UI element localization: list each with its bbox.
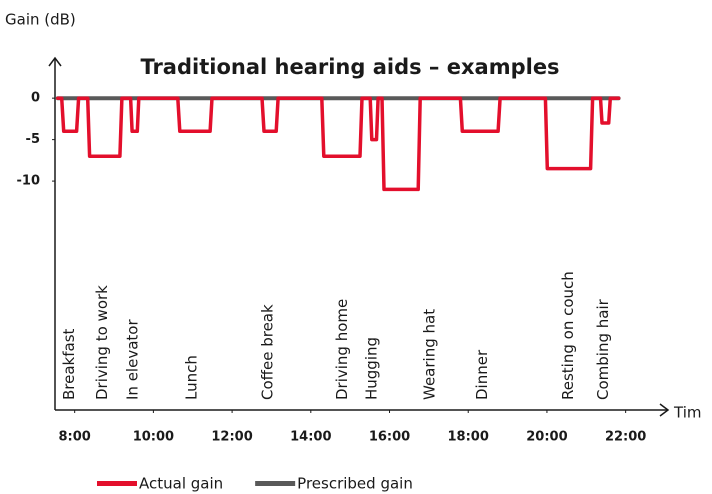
activity-label: Hugging: [363, 337, 381, 400]
activity-label: Resting on couch: [559, 271, 577, 400]
x-tick-label: 18:00: [448, 430, 489, 445]
activity-label: Driving home: [333, 299, 351, 400]
activity-label: Wearing hat: [421, 309, 439, 400]
x-tick-label: 12:00: [211, 430, 252, 445]
legend-swatch: [97, 481, 137, 486]
gain-line: [56, 96, 621, 192]
y-tick-label: -5: [26, 132, 40, 147]
x-tick-label: 10:00: [133, 430, 174, 445]
activity-label: Coffee break: [258, 304, 276, 400]
x-tick-label: 16:00: [369, 430, 410, 445]
activity-label: Lunch: [182, 355, 200, 400]
y-tick-label: -10: [17, 174, 41, 189]
y-tick-label: 0: [31, 91, 40, 106]
chart-title: Traditional hearing aids – examples: [140, 55, 559, 79]
activity-label: Driving to work: [93, 285, 111, 400]
x-tick-label: 14:00: [290, 430, 331, 445]
x-tick-label: 22:00: [605, 430, 646, 445]
y-axis-label: Gain (dB): [5, 11, 76, 29]
x-tick-label: 8:00: [59, 430, 91, 445]
legend-swatch: [255, 481, 296, 486]
x-axis-label: Tim: [673, 404, 701, 422]
activity-label: In elevator: [123, 319, 141, 400]
legend-label: Prescribed gain: [297, 475, 413, 493]
x-tick-label: 20:00: [526, 430, 567, 445]
activity-label: Combing hair: [594, 298, 612, 400]
x-axis-arrow: [659, 403, 670, 417]
y-axis-arrow: [48, 56, 62, 67]
legend-label: Actual gain: [139, 475, 223, 493]
activity-label: Breakfast: [60, 328, 78, 400]
activity-label: Dinner: [473, 349, 491, 400]
